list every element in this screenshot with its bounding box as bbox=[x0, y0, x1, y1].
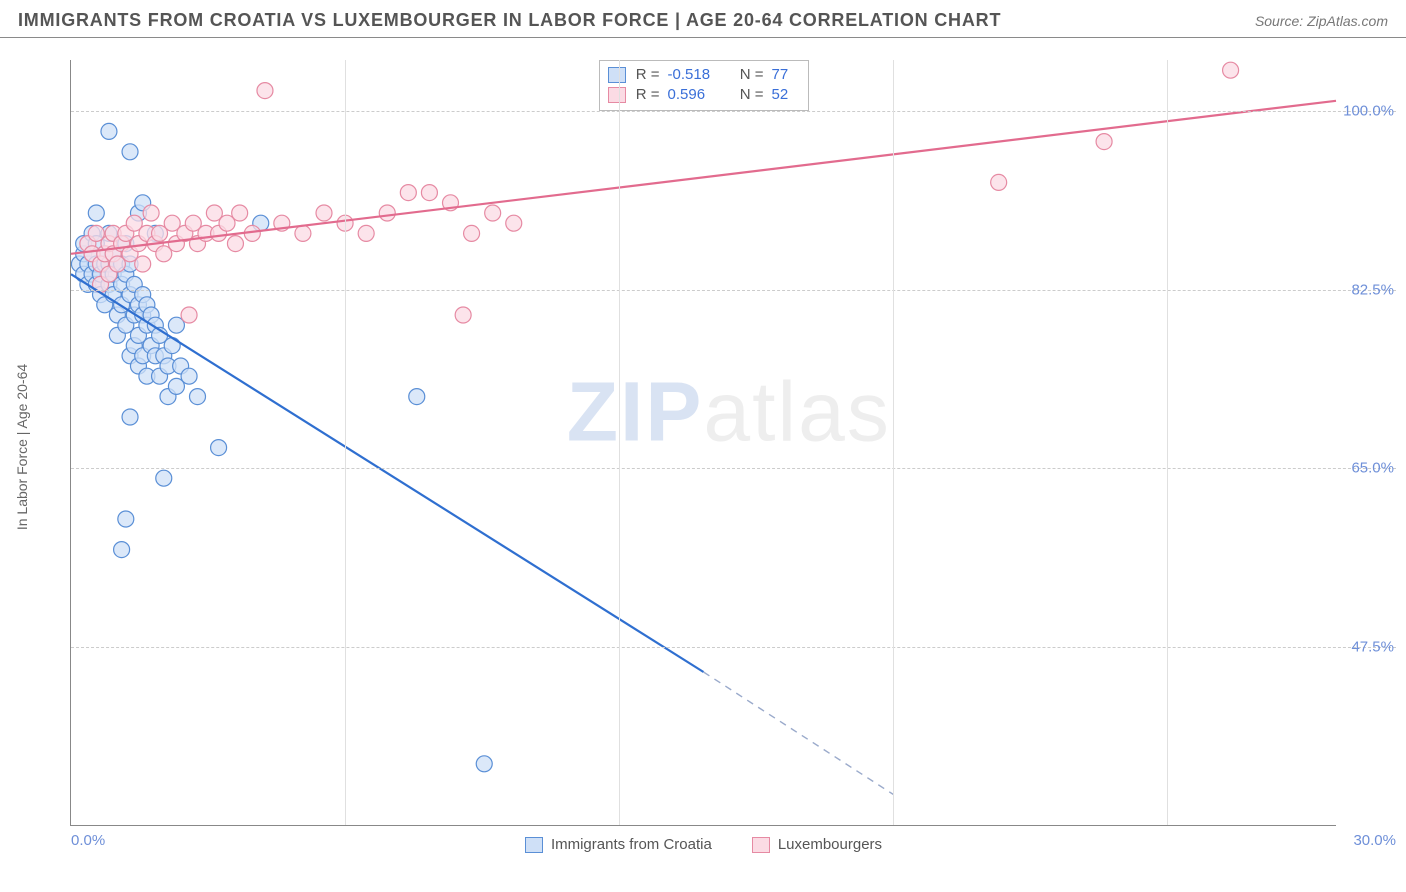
y-tick-label: 65.0% bbox=[1351, 460, 1394, 477]
gridline-v bbox=[893, 60, 894, 825]
source-name: ZipAtlas.com bbox=[1307, 13, 1388, 29]
n-value: 52 bbox=[772, 85, 798, 105]
chart-title: IMMIGRANTS FROM CROATIA VS LUXEMBOURGER … bbox=[18, 10, 1001, 31]
gridline-v bbox=[619, 60, 620, 825]
gridline-h bbox=[71, 111, 1396, 112]
legend-item: Immigrants from Croatia bbox=[525, 836, 712, 853]
swatch-icon bbox=[608, 67, 626, 83]
chart-source: Source: ZipAtlas.com bbox=[1255, 13, 1388, 29]
scatter-svg bbox=[71, 60, 1336, 825]
swatch-icon bbox=[608, 87, 626, 103]
n-label: N = bbox=[736, 85, 764, 105]
gridline-h bbox=[71, 290, 1396, 291]
r-value: 0.596 bbox=[668, 85, 728, 105]
correlation-row: R = -0.518 N = 77 bbox=[608, 65, 798, 85]
source-prefix: Source: bbox=[1255, 13, 1307, 29]
y-axis-label: In Labor Force | Age 20-64 bbox=[14, 364, 30, 530]
y-tick-label: 47.5% bbox=[1351, 638, 1394, 655]
legend: Immigrants from Croatia Luxembourgers bbox=[71, 836, 1336, 853]
gridline-v bbox=[345, 60, 346, 825]
legend-label: Immigrants from Croatia bbox=[551, 836, 712, 853]
legend-label: Luxembourgers bbox=[778, 836, 882, 853]
correlation-row: R = 0.596 N = 52 bbox=[608, 85, 798, 105]
n-label: N = bbox=[736, 65, 764, 85]
chart-area: In Labor Force | Age 20-64 ZIPatlas R = … bbox=[50, 42, 1396, 852]
swatch-icon bbox=[525, 837, 543, 853]
plot-region: ZIPatlas R = -0.518 N = 77 R = 0.596 N =… bbox=[70, 60, 1336, 826]
y-tick-label: 82.5% bbox=[1351, 281, 1394, 298]
x-tick-end: 30.0% bbox=[1353, 832, 1396, 849]
gridline-h bbox=[71, 468, 1396, 469]
n-value: 77 bbox=[772, 65, 798, 85]
y-tick-label: 100.0% bbox=[1343, 103, 1394, 120]
r-label: R = bbox=[634, 65, 660, 85]
gridline-h bbox=[71, 647, 1396, 648]
correlation-box: R = -0.518 N = 77 R = 0.596 N = 52 bbox=[599, 60, 809, 111]
r-value: -0.518 bbox=[668, 65, 728, 85]
chart-header: IMMIGRANTS FROM CROATIA VS LUXEMBOURGER … bbox=[0, 0, 1406, 38]
legend-item: Luxembourgers bbox=[752, 836, 882, 853]
r-label: R = bbox=[634, 85, 660, 105]
swatch-icon bbox=[752, 837, 770, 853]
gridline-v bbox=[1167, 60, 1168, 825]
